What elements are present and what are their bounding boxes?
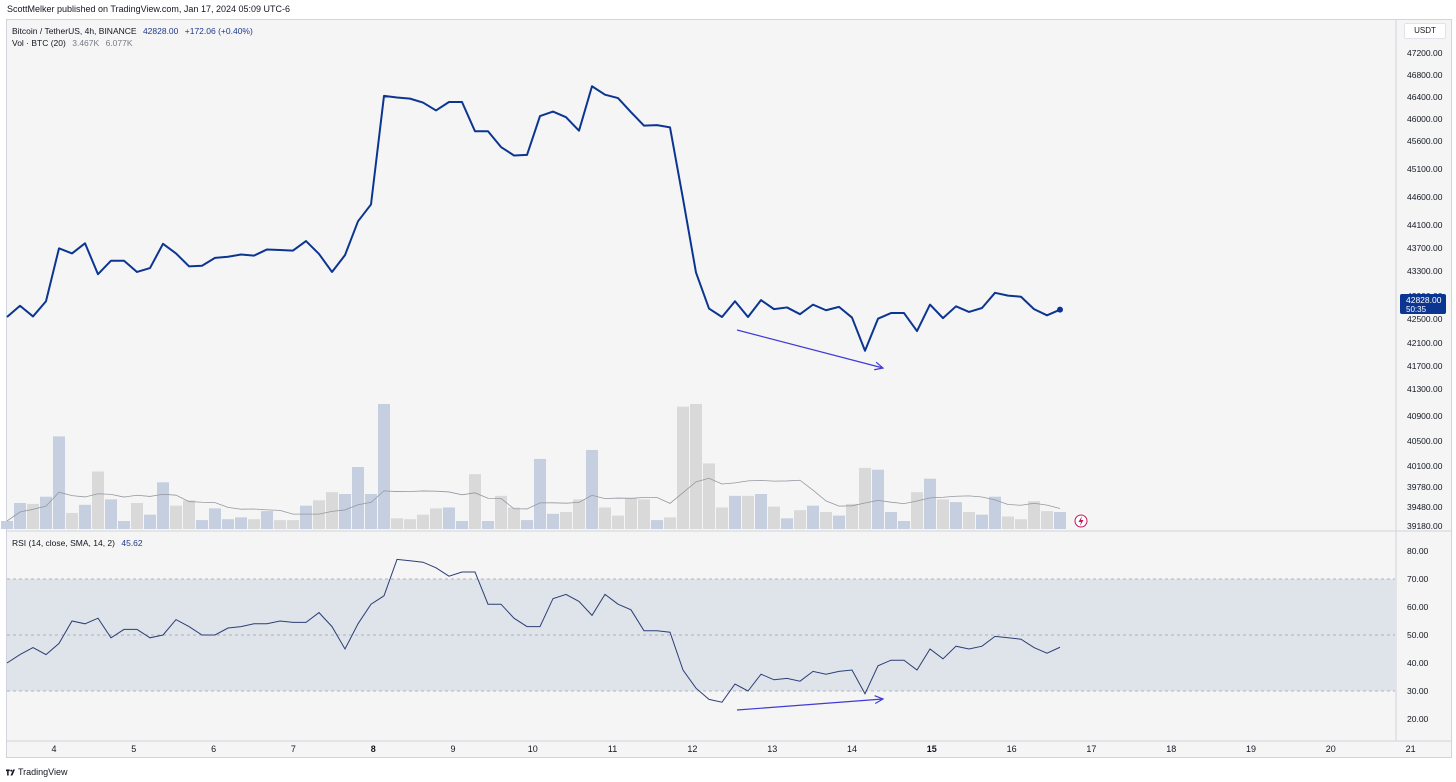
currency-button[interactable]: USDT [1404, 23, 1446, 39]
volume-value: 3.467K [72, 38, 100, 48]
price-change: +172.06 (+0.40%) [184, 26, 253, 36]
volume-label: Vol · BTC (20) [12, 38, 66, 48]
publish-info: ScottMelker published on TradingView.com… [7, 4, 290, 14]
publish-header: ScottMelker published on TradingView.com… [0, 0, 1456, 18]
rsi-label: RSI (14, close, SMA, 14, 2) [12, 538, 115, 548]
footer-brand: TradingView [18, 767, 68, 777]
footer: TradingView [6, 764, 68, 780]
volume-sma-value: 6.077K [105, 38, 133, 48]
chart-frame[interactable] [6, 19, 1452, 758]
tradingview-logo-icon [6, 769, 15, 775]
symbol-legend: Bitcoin / TetherUS, 4h, BINANCE 42828.00… [12, 26, 257, 36]
last-price: 42828.00 [142, 26, 179, 36]
rsi-legend: RSI (14, close, SMA, 14, 2) 45.62 [12, 538, 147, 548]
symbol-title: Bitcoin / TetherUS, 4h, BINANCE [12, 26, 137, 36]
volume-legend: Vol · BTC (20) 3.467K 6.077K [12, 38, 137, 48]
rsi-value: 45.62 [121, 538, 143, 548]
